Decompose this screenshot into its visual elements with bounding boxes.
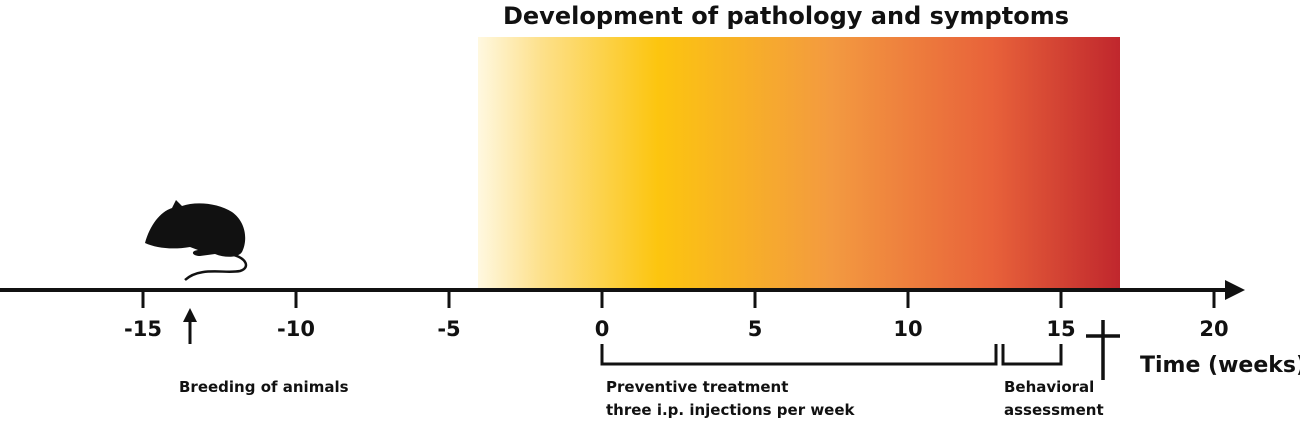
event-arrow-head <box>183 308 197 322</box>
tick-label: 5 <box>748 317 763 341</box>
mouse-tail <box>184 252 248 281</box>
tick-label: 0 <box>595 317 610 341</box>
tick-label: 10 <box>893 317 922 341</box>
tick-label: 20 <box>1199 317 1228 341</box>
tick-label: -15 <box>124 317 162 341</box>
treatment-bracket <box>600 344 998 366</box>
title: Development of pathology and symptoms <box>503 2 1069 30</box>
event-label: three i.p. injections per week <box>606 401 856 419</box>
mouse-icon <box>145 200 246 257</box>
tick-label: -10 <box>277 317 315 341</box>
behavior-bracket <box>1001 344 1063 366</box>
axis-arrow <box>1225 280 1245 300</box>
event-label: Breeding of animals <box>179 378 349 396</box>
event-label: assessment <box>1004 401 1104 419</box>
event-label: Behavioral <box>1004 378 1094 396</box>
tick-label: 15 <box>1046 317 1075 341</box>
pathology-gradient <box>478 37 1120 289</box>
axis-label: Time (weeks) <box>1140 353 1300 378</box>
tick-label: -5 <box>437 317 460 341</box>
event-label: Preventive treatment <box>606 378 788 396</box>
